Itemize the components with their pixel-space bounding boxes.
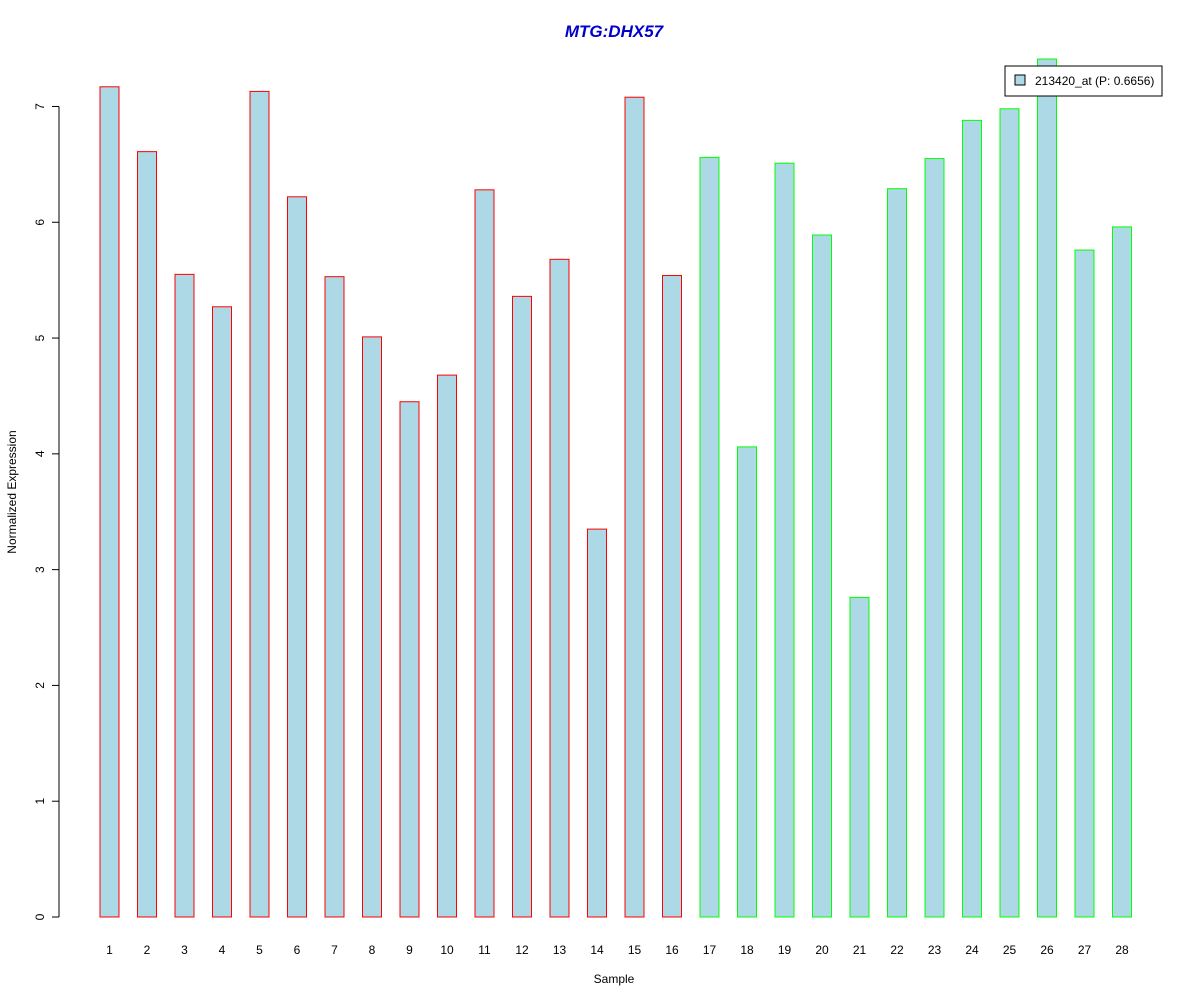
bar bbox=[1112, 226, 1132, 918]
y-tick-label: 2 bbox=[33, 682, 47, 689]
x-tick-label: 3 bbox=[181, 943, 188, 957]
x-tick-label: 11 bbox=[478, 943, 491, 957]
bar bbox=[249, 90, 270, 918]
x-tick-label: 12 bbox=[515, 943, 529, 957]
legend-swatch bbox=[1014, 74, 1026, 86]
x-tick-label: 21 bbox=[853, 943, 867, 957]
bar bbox=[324, 276, 345, 918]
y-tick-label: 7 bbox=[33, 103, 47, 110]
x-tick-label: 19 bbox=[778, 943, 792, 957]
bar bbox=[512, 295, 532, 918]
bar bbox=[99, 86, 120, 918]
bar bbox=[849, 596, 870, 918]
bar bbox=[624, 96, 645, 918]
bar bbox=[737, 446, 757, 918]
x-tick-label: 15 bbox=[628, 943, 642, 957]
bar bbox=[587, 528, 607, 918]
x-tick-label: 18 bbox=[740, 943, 754, 957]
y-axis-label: Normalized Expression bbox=[5, 430, 19, 553]
x-tick-label: 1 bbox=[106, 943, 113, 957]
y-tick-label: 4 bbox=[33, 450, 47, 457]
x-tick-label: 10 bbox=[440, 943, 454, 957]
bar bbox=[549, 258, 570, 918]
x-tick-label: 20 bbox=[815, 943, 829, 957]
bar bbox=[212, 306, 232, 918]
x-tick-label: 7 bbox=[331, 943, 338, 957]
y-tick-label: 3 bbox=[33, 566, 47, 573]
legend: 213420_at (P: 0.6656) bbox=[1004, 65, 1163, 97]
x-tick-label: 25 bbox=[1003, 943, 1017, 957]
x-tick-label: 24 bbox=[965, 943, 979, 957]
bar bbox=[437, 374, 457, 918]
bar bbox=[362, 336, 382, 918]
bar bbox=[1037, 58, 1057, 918]
y-axis: 0 1 2 3 4 5 6 7 bbox=[33, 103, 60, 920]
bar bbox=[774, 162, 795, 918]
x-tick-label: 26 bbox=[1040, 943, 1054, 957]
y-tick-label: 6 bbox=[33, 219, 47, 226]
bar bbox=[962, 119, 982, 918]
x-axis-ticks: 1 2 3 4 5 6 7 8 9 10 11 12 13 14 15 16 17 18 19 20 21 22 23 24 2… bbox=[106, 943, 1129, 957]
x-tick-label: 22 bbox=[890, 943, 904, 957]
bar bbox=[174, 273, 195, 918]
bar bbox=[887, 188, 907, 918]
x-tick-label: 23 bbox=[928, 943, 942, 957]
x-tick-label: 17 bbox=[703, 943, 717, 957]
x-tick-label: 28 bbox=[1115, 943, 1129, 957]
y-tick-label: 5 bbox=[33, 334, 47, 341]
legend-label: 213420_at (P: 0.6656) bbox=[1035, 74, 1154, 88]
bar bbox=[662, 275, 682, 918]
bar bbox=[999, 108, 1020, 918]
legend-box bbox=[1004, 65, 1163, 97]
bar bbox=[924, 158, 945, 918]
chart-title: MTG:DHX57 bbox=[565, 22, 665, 41]
bar bbox=[474, 189, 495, 918]
y-tick-label: 1 bbox=[33, 798, 47, 805]
bar bbox=[1074, 249, 1095, 918]
bar bbox=[137, 151, 157, 918]
x-tick-label: 2 bbox=[144, 943, 151, 957]
x-tick-label: 5 bbox=[256, 943, 263, 957]
x-tick-label: 8 bbox=[369, 943, 376, 957]
x-tick-label: 6 bbox=[294, 943, 301, 957]
x-tick-label: 9 bbox=[406, 943, 413, 957]
x-tick-label: 4 bbox=[219, 943, 226, 957]
x-tick-label: 16 bbox=[665, 943, 679, 957]
bar bbox=[699, 156, 720, 918]
bar bbox=[812, 234, 832, 918]
x-tick-label: 14 bbox=[590, 943, 604, 957]
bars bbox=[99, 58, 1132, 918]
bar bbox=[287, 196, 307, 918]
x-tick-label: 13 bbox=[553, 943, 567, 957]
x-tick-label: 27 bbox=[1078, 943, 1092, 957]
x-axis-label: Sample bbox=[594, 972, 635, 986]
y-tick-label: 0 bbox=[33, 913, 47, 920]
bar bbox=[399, 401, 420, 918]
